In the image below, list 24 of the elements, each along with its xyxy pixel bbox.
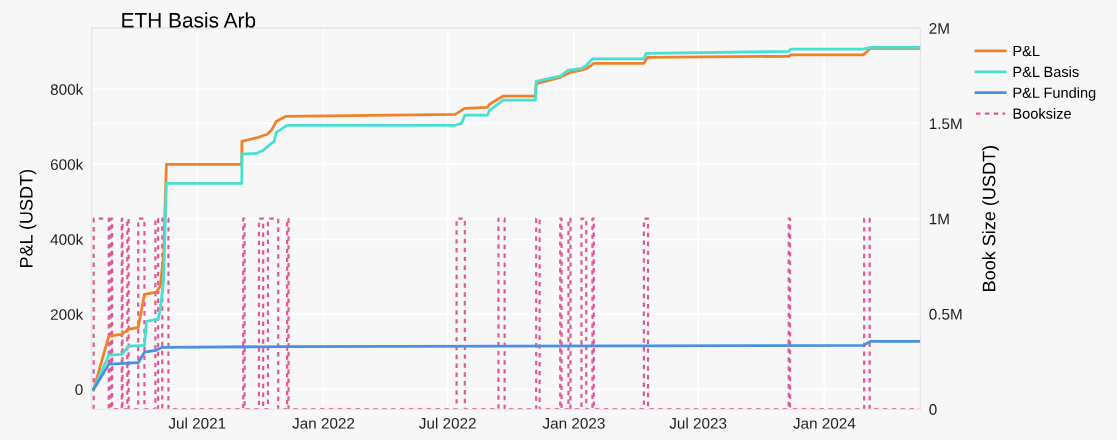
x-tick-label: Jan 2023 [542, 417, 605, 429]
y-tick-label: 0 [75, 384, 83, 396]
y2-tick-label: 1M [929, 213, 949, 225]
y2-tick-label: 2M [929, 23, 949, 34]
chart-title: ETH Basis Arb [122, 12, 256, 28]
y-tick-label: 800k [50, 83, 84, 95]
legend-label: P&L Basis [1013, 66, 1079, 78]
y-tick-label: 200k [50, 308, 84, 320]
x-tick-label: Jan 2022 [292, 417, 355, 429]
legend-label: P&L Funding [1013, 87, 1096, 101]
y-axis-title: P&L (USDT) [19, 169, 37, 268]
x-tick-label: Jan 2024 [793, 417, 856, 429]
x-tick-label: Jul 2023 [669, 417, 727, 429]
y-tick-label: 400k [50, 233, 84, 245]
legend-label: Booksize [1013, 108, 1071, 119]
legend-label: P&L [1013, 45, 1040, 57]
y2-tick-label: 0.5M [929, 308, 962, 320]
line-series [92, 339, 921, 391]
x-tick-label: Jul 2021 [168, 417, 226, 429]
y2-axis-title: Book Size (USDT) [982, 146, 999, 291]
y2-tick-label: 1.5M [929, 118, 962, 130]
y-tick-label: 600k [50, 158, 84, 170]
y2-tick-label: 0 [929, 404, 937, 415]
x-tick-label: Jul 2022 [419, 417, 476, 429]
